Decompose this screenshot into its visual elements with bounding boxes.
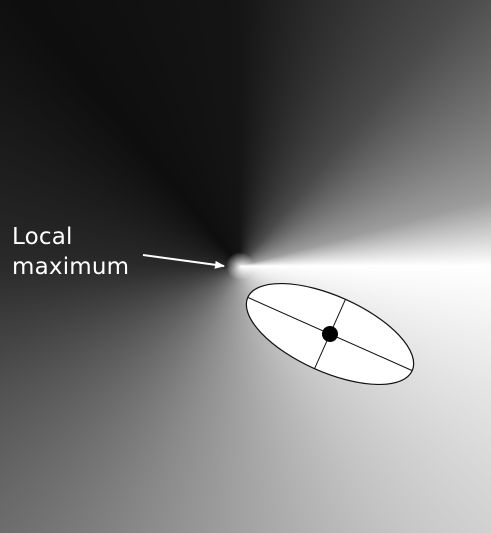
local-maximum-label: Local maximum: [12, 222, 129, 282]
pointer-arrow: [142, 254, 225, 269]
ellipse-glyph: [245, 282, 415, 386]
label-line-local: Local: [12, 224, 73, 250]
label-line-maximum: maximum: [12, 254, 130, 280]
center-dot: [322, 326, 338, 342]
